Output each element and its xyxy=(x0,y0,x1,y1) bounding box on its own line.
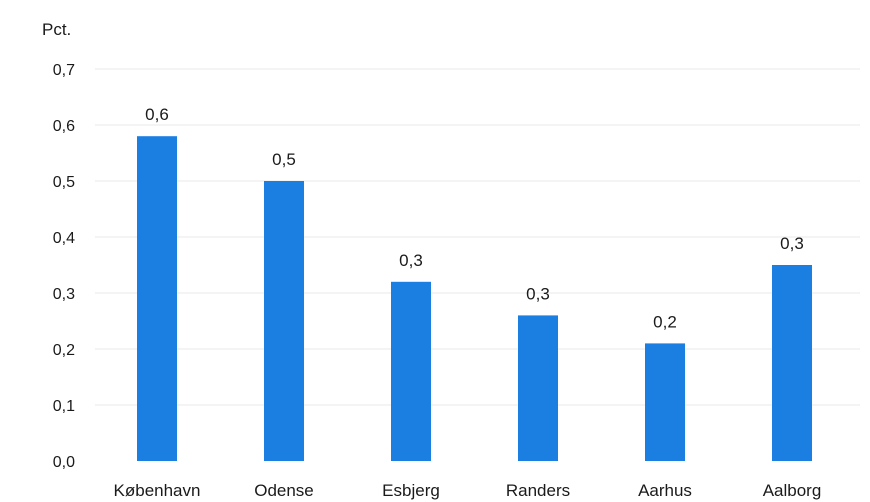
y-tick-label: 0,7 xyxy=(53,62,75,79)
gridlines xyxy=(95,68,860,406)
y-unit-label: Pct. xyxy=(42,20,71,39)
y-tick-label: 0,6 xyxy=(53,118,75,135)
y-tick-label: 0,3 xyxy=(53,286,75,303)
x-category-label: Randers xyxy=(506,481,570,500)
data-labels: 0,6 0,5 0,3 0,3 0,2 0,3 xyxy=(145,105,804,331)
bars xyxy=(137,136,812,461)
data-label: 0,2 xyxy=(653,312,677,331)
data-label: 0,6 xyxy=(145,105,169,124)
bar xyxy=(391,281,431,461)
y-tick-label: 0,0 xyxy=(53,454,75,471)
data-label: 0,3 xyxy=(780,234,804,253)
x-category-label: Aalborg xyxy=(763,481,822,500)
bar xyxy=(264,181,304,461)
bar xyxy=(772,265,812,461)
bar xyxy=(518,315,558,461)
y-tick-label: 0,4 xyxy=(53,230,75,247)
bar xyxy=(137,136,177,461)
y-tick-label: 0,1 xyxy=(53,398,75,415)
data-label: 0,3 xyxy=(399,251,423,270)
y-axis-ticks: 0,0 0,1 0,2 0,3 0,4 0,5 0,6 0,7 xyxy=(53,62,75,471)
data-label: 0,5 xyxy=(272,150,296,169)
x-category-label: Esbjerg xyxy=(382,481,440,500)
x-category-label: Aarhus xyxy=(638,481,692,500)
data-label: 0,3 xyxy=(526,284,550,303)
x-axis-labels: København Odense Esbjerg Randers Aarhus Aalbo… xyxy=(114,481,822,500)
y-tick-label: 0,5 xyxy=(53,174,75,191)
x-category-label: København xyxy=(114,481,201,500)
bar xyxy=(645,343,685,461)
y-tick-label: 0,2 xyxy=(53,342,75,359)
x-category-label: Odense xyxy=(254,481,314,500)
